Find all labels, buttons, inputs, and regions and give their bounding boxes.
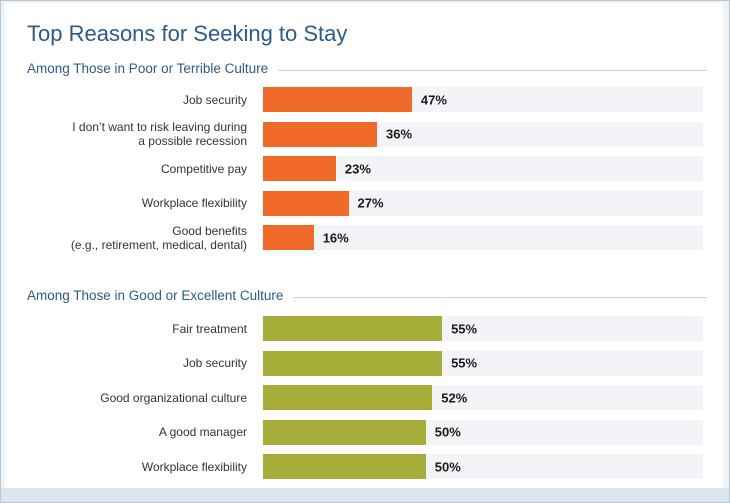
category-label: Good organizational culture [100, 390, 247, 405]
chart-title: Top Reasons for Seeking to Stay [27, 21, 348, 46]
bar-row: Good organizational culture 52% [5, 385, 723, 410]
bar [263, 385, 433, 410]
bar-row: Job security 55% [5, 350, 723, 376]
value-label: 50% [434, 424, 461, 440]
section-rule [27, 70, 707, 71]
value-label: 52% [441, 390, 468, 405]
bar [263, 121, 378, 147]
category-label: Job security [182, 92, 247, 107]
bar-row: A good manager 50% [5, 419, 723, 445]
category-label: Workplace flexibility [141, 459, 247, 474]
bar-row: Workplace flexibility 50% [5, 454, 723, 479]
bar-row: Fair treatment 55% [5, 316, 723, 341]
bar [263, 156, 336, 181]
category-label: Job security [182, 356, 247, 370]
bar [263, 316, 443, 341]
value-label: 23% [344, 161, 371, 176]
bar [263, 87, 412, 112]
section-title: Among Those in Good or Excellent Culture [27, 288, 294, 303]
bar-row: Job security 47% [5, 87, 723, 112]
value-label: 47% [420, 92, 447, 107]
bar [263, 350, 443, 376]
bar-row: Competitive pay 23% [5, 156, 723, 181]
section-header-1: Among Those in Poor or Terrible Culture [27, 61, 707, 81]
chart-panel: Top Reasons for Seeking to Stay Among Th… [5, 3, 723, 488]
category-label: A good manager [158, 425, 247, 439]
bar [263, 225, 314, 250]
bar-row: I don’t want to risk leaving during a pos… [5, 120, 723, 148]
category-label: Fair treatment [172, 321, 247, 336]
section-header-2: Among Those in Good or Excellent Culture [27, 288, 707, 308]
value-label: 16% [322, 230, 349, 245]
bar-row: Workplace flexibility 27% [5, 190, 723, 216]
bar-row: Good benefits (e.g., retirement, medical,… [5, 223, 723, 252]
bar-track [263, 225, 703, 250]
category-label: Workplace flexibility [141, 196, 247, 210]
bar [263, 190, 349, 216]
category-label: Good benefits (e.g., retirement, medical,… [70, 223, 247, 252]
value-label: 55% [451, 321, 478, 336]
value-label: 55% [451, 355, 478, 371]
bar [263, 419, 426, 445]
value-label: 50% [434, 459, 461, 474]
value-label: 36% [386, 126, 413, 142]
category-label: Competitive pay [160, 161, 247, 176]
section-rule [27, 297, 707, 298]
category-label: I don’t want to risk leaving during a pos… [72, 120, 247, 148]
value-label: 27% [357, 195, 384, 211]
bar-track [263, 156, 703, 181]
bottom-strip [1, 488, 729, 502]
bar [263, 454, 426, 479]
section-title: Among Those in Poor or Terrible Culture [27, 61, 279, 76]
